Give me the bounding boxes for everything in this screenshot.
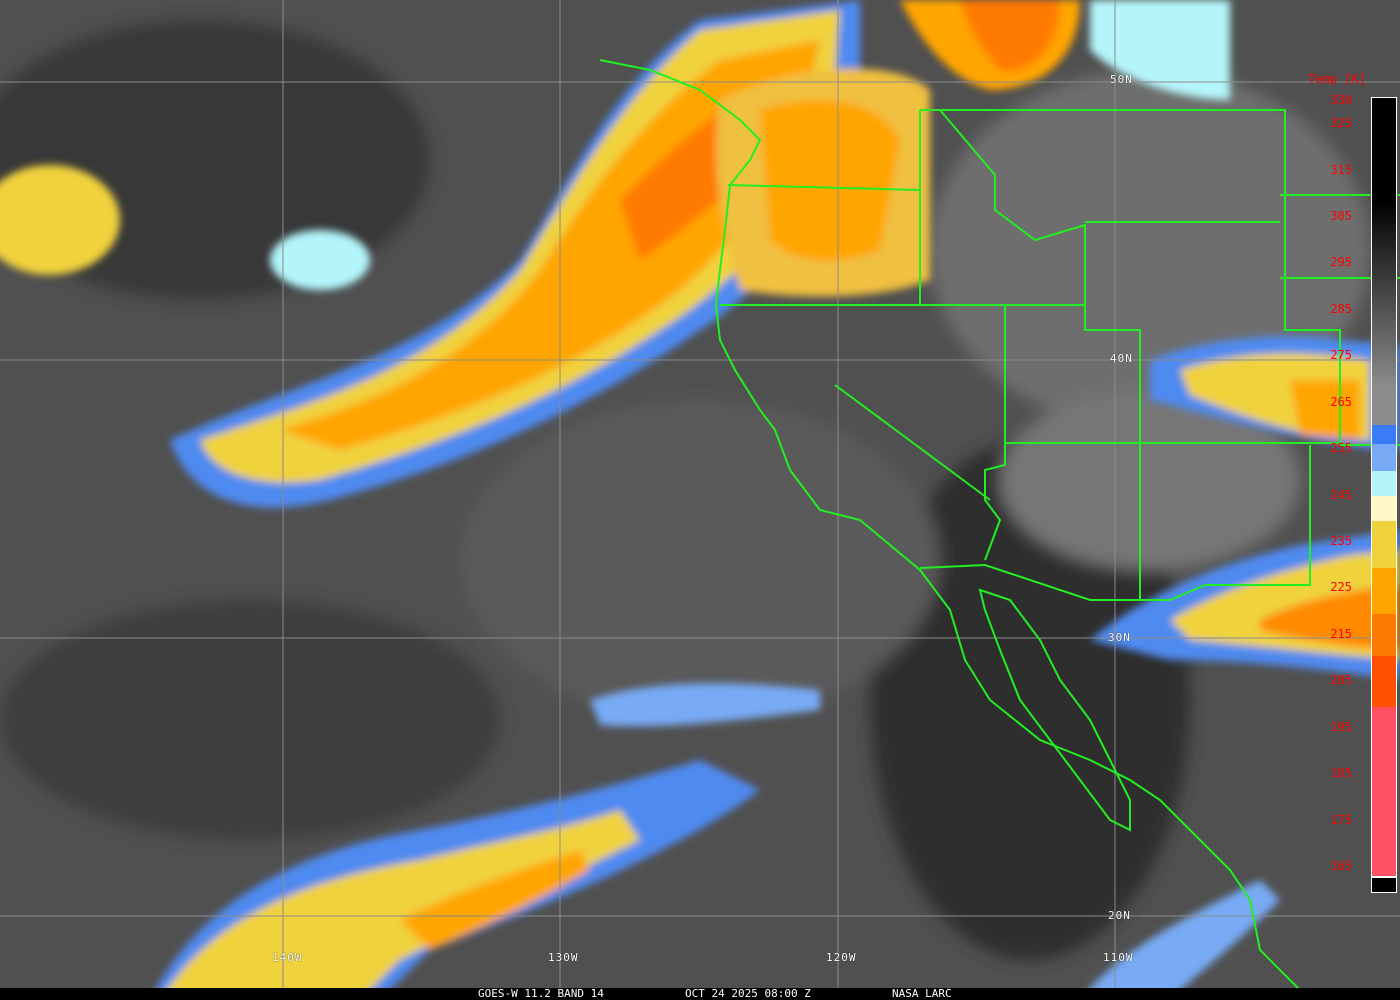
colorbar-tick-165: 165 (1330, 859, 1352, 873)
colorbar-tick-185: 185 (1330, 766, 1352, 781)
caption-bar: GOES-W 11.2 BAND 14 OCT 24 2025 08:00 Z NA… (0, 988, 1400, 1000)
caption-satellite: GOES-W 11.2 BAND 14 (478, 987, 604, 1000)
lon-label-120w: 120W (826, 951, 857, 964)
colorbar-lightblue-segment (1372, 444, 1396, 471)
colorbar-darkorange-segment (1372, 614, 1396, 656)
colorbar-cyan-segment (1372, 471, 1396, 496)
lat-label-50n: 50N (1110, 73, 1133, 86)
lat-label-30n: 30N (1108, 631, 1131, 644)
colorbar-divider (1372, 876, 1396, 878)
colorbar-tick-285: 285 (1330, 301, 1352, 316)
colorbar-tick-175: 175 (1330, 812, 1352, 827)
colorbar-tick-315: 315 (1330, 162, 1352, 177)
caption-datetime: OCT 24 2025 08:00 Z (685, 987, 811, 1000)
surface-shading (0, 20, 1370, 960)
lat-label-40n: 40N (1110, 352, 1133, 365)
colorbar-tick-255: 255 (1330, 441, 1352, 456)
caption-source: NASA LARC (892, 987, 952, 1000)
colorbar-orange-segment (1372, 568, 1396, 614)
colorbar-yellow-segment (1372, 521, 1396, 568)
colorbar-tick-215: 215 (1330, 626, 1352, 641)
colorbar-tick-275: 275 (1330, 348, 1352, 363)
colorbar-tick-205: 205 (1330, 673, 1352, 688)
colorbar-redorange-segment (1372, 656, 1396, 707)
colorbar-tick-330: 330 (1330, 93, 1352, 107)
boundaries-coastline (599, 59, 1400, 991)
colorbar-tick-295: 295 (1330, 255, 1352, 270)
colorbar-tick-245: 245 (1330, 487, 1352, 502)
colorbar-tick-265: 265 (1330, 394, 1352, 409)
colorbar-cream-segment (1372, 496, 1396, 521)
colorbar-tick-235: 235 (1330, 534, 1352, 549)
colorbar-mid-segment (1372, 388, 1396, 425)
colorbar-black-segment (1372, 878, 1396, 892)
colorbar-tick-225: 225 (1330, 580, 1352, 595)
temperature-colorbar (1371, 97, 1397, 893)
colorbar-blue-segment (1372, 425, 1396, 444)
lon-label-130w: 130W (548, 951, 579, 964)
lat-label-20n: 20N (1108, 909, 1131, 922)
lon-label-110w: 110W (1103, 951, 1134, 964)
colorbar-title: Temp [K] (1308, 72, 1366, 86)
lon-label-140w: 140W (272, 951, 303, 964)
colorbar-tick-195: 195 (1330, 719, 1352, 734)
colorbar-tick-325: 325 (1330, 116, 1352, 131)
colorbar-gray-segment (1372, 98, 1396, 388)
colorbar-pink-segment (1372, 707, 1396, 876)
colorbar-tick-305: 305 (1330, 209, 1352, 224)
